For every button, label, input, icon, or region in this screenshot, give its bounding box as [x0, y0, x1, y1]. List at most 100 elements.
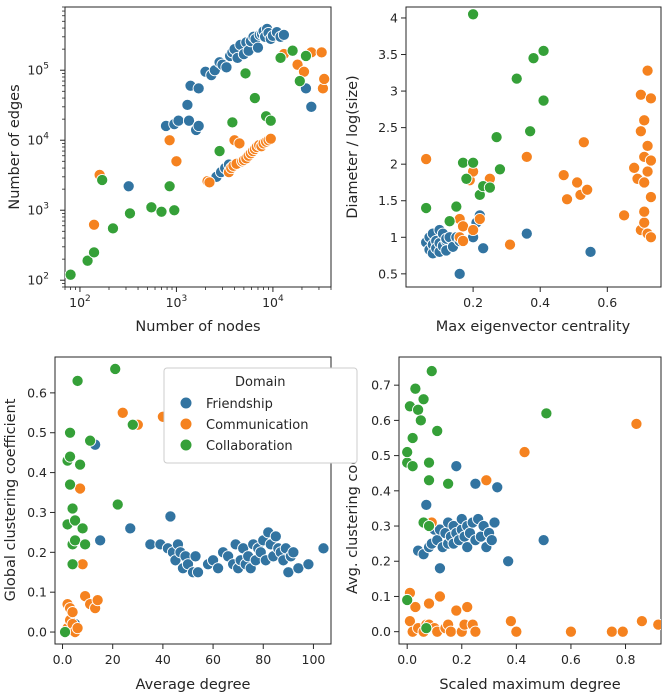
y-tick: 0.5	[378, 266, 406, 281]
y-axis-label: Global clustering coefficient	[3, 398, 19, 601]
point-friendship	[122, 180, 135, 193]
x-tick: 0.4	[530, 287, 550, 310]
point-collaboration	[145, 201, 158, 214]
x-tick: 104	[262, 287, 284, 310]
point-communication	[264, 132, 277, 145]
x-tick: 0.6	[561, 644, 581, 667]
point-collaboration	[69, 514, 82, 527]
y-tick: 0.7	[371, 378, 399, 393]
y-axis-label: Diameter / log(size)	[345, 75, 361, 218]
point-collaboration	[467, 8, 480, 21]
x-axis-label: Max eigenvector centrality	[436, 319, 631, 335]
x-tick-label: 40	[155, 652, 171, 667]
legend-marker-collaboration	[179, 438, 193, 452]
point-friendship	[453, 267, 466, 280]
y-tick-label: 103	[27, 202, 49, 218]
point-collaboration	[111, 498, 124, 511]
y-tick-label: 105	[27, 62, 49, 78]
x-tick-label: 0.8	[616, 652, 636, 667]
point-collaboration	[65, 268, 77, 281]
x-tick-label: 20	[105, 652, 121, 667]
point-friendship	[277, 28, 290, 41]
y-tick: 104	[27, 132, 65, 148]
point-collaboration	[414, 414, 427, 427]
x-tick: 20	[105, 644, 121, 667]
point-communication	[163, 134, 176, 147]
point-communication	[433, 590, 446, 603]
point-friendship	[491, 481, 504, 494]
point-collaboration	[286, 44, 299, 57]
point-communication	[469, 625, 482, 638]
legend-frame	[163, 367, 358, 464]
point-collaboration	[81, 254, 94, 267]
point-communication	[644, 92, 657, 105]
point-friendship	[469, 477, 482, 490]
point-communication	[420, 153, 433, 166]
point-collaboration	[299, 49, 312, 62]
point-collaboration	[64, 426, 77, 439]
point-friendship	[537, 534, 550, 547]
point-friendship	[124, 522, 137, 535]
plot-frame	[398, 356, 662, 645]
subplot-degree-vs-global-clustering: 0.0 20 40 60 80 100 0.0 0.1 0.2 0.3 0.4 0.5 0.6 Avera…	[3, 356, 332, 693]
y-tick: 0.4	[27, 465, 55, 480]
x-tick: 0.4	[506, 644, 526, 667]
point-communication	[618, 209, 631, 222]
point-communication	[71, 622, 84, 635]
y-tick: 0.1	[27, 585, 55, 600]
point-collaboration	[264, 114, 277, 127]
point-communication	[652, 618, 661, 631]
points-layer	[58, 362, 330, 639]
point-collaboration	[58, 625, 72, 639]
point-collaboration	[401, 446, 414, 459]
point-friendship	[584, 245, 597, 258]
point-communication	[641, 165, 654, 178]
point-communication	[504, 615, 517, 628]
y-tick-label: 0.3	[371, 519, 391, 534]
subplot-maxdegree-vs-avg-clustering: 0.0 0.2 0.4 0.6 0.8 0.0 0.1 0.2 0.3 0.4 0.5 0.6 0.7 S…	[345, 356, 662, 693]
point-friendship	[292, 562, 305, 575]
point-communication	[76, 558, 89, 571]
point-communication	[564, 625, 577, 638]
x-tick-label: 0.2	[452, 652, 472, 667]
y-tick: 0.6	[27, 385, 55, 400]
point-friendship	[282, 566, 295, 579]
point-collaboration	[540, 407, 553, 420]
point-collaboration	[96, 173, 109, 187]
point-friendship	[164, 510, 177, 523]
y-tick-label: 0.4	[27, 465, 47, 480]
point-communication	[456, 220, 470, 233]
y-tick: 0.0	[371, 624, 399, 639]
point-collaboration	[155, 205, 168, 218]
x-tick-label: 0.4	[506, 652, 526, 667]
point-friendship	[317, 542, 330, 555]
y-tick-label: 104	[27, 132, 49, 148]
point-friendship	[251, 41, 265, 54]
y-tick-label: 3.5	[378, 47, 398, 62]
point-friendship	[189, 550, 202, 563]
point-collaboration	[483, 181, 496, 194]
point-collaboration	[425, 365, 438, 378]
y-tick-label: 0.0	[371, 624, 391, 639]
point-communication	[630, 417, 643, 430]
y-tick-label: 1	[390, 230, 398, 245]
point-friendship	[212, 562, 225, 575]
point-collaboration	[109, 362, 122, 376]
point-collaboration	[460, 172, 473, 185]
point-friendship	[269, 530, 282, 543]
legend-label-communication: Communication	[206, 418, 308, 433]
point-communication	[644, 191, 657, 204]
point-collaboration	[510, 72, 523, 85]
point-communication	[557, 169, 570, 182]
point-collaboration	[412, 403, 425, 416]
x-tick: 0.2	[452, 644, 472, 667]
legend: Domain Friendship Communication Collabor…	[163, 367, 358, 464]
y-tick: 0.6	[371, 413, 399, 428]
point-communication	[638, 114, 651, 127]
y-tick: 103	[27, 202, 65, 218]
x-tick-label: 60	[205, 652, 221, 667]
point-collaboration	[443, 215, 456, 228]
point-communication	[444, 625, 457, 638]
y-tick: 0.2	[371, 554, 399, 569]
points-layer	[401, 365, 661, 638]
